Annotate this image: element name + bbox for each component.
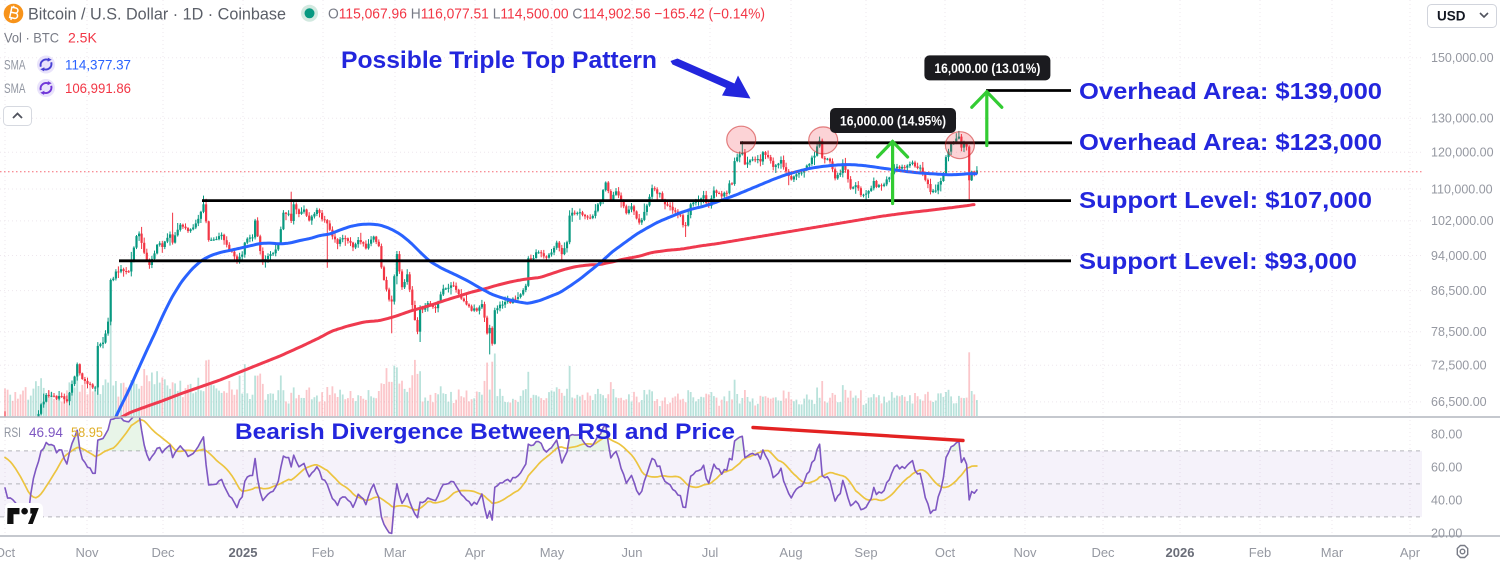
svg-text:Apr: Apr [465, 545, 486, 560]
svg-text:Feb: Feb [1249, 545, 1271, 560]
svg-text:86,500.00: 86,500.00 [1431, 284, 1487, 298]
svg-text:2025: 2025 [229, 545, 258, 560]
svg-text:60.00: 60.00 [1431, 461, 1462, 475]
svg-text:Bitcoin / U.S. Dollar · 1D · C: Bitcoin / U.S. Dollar · 1D · Coinbase [28, 5, 286, 24]
svg-text:20.00: 20.00 [1431, 526, 1462, 540]
svg-text:Nov: Nov [1013, 545, 1037, 560]
svg-text:150,000.00: 150,000.00 [1431, 51, 1494, 65]
svg-text:Jun: Jun [622, 545, 643, 560]
svg-text:Overhead Area: $123,000: Overhead Area: $123,000 [1079, 129, 1382, 155]
svg-text:Mar: Mar [1321, 545, 1344, 560]
svg-text:RSI: RSI [4, 425, 21, 440]
svg-text:Feb: Feb [312, 545, 334, 560]
svg-text:66,500.00: 66,500.00 [1431, 395, 1487, 409]
svg-text:O115,067.96 H116,077.51 L114,5: O115,067.96 H116,077.51 L114,500.00 C114… [328, 7, 765, 23]
svg-text:Mar: Mar [384, 545, 407, 560]
svg-text:SMA: SMA [4, 81, 26, 96]
svg-text:Overhead Area: $139,000: Overhead Area: $139,000 [1079, 78, 1382, 104]
svg-text:78,500.00: 78,500.00 [1431, 325, 1487, 339]
svg-text:Possible Triple Top Pattern: Possible Triple Top Pattern [341, 47, 657, 74]
svg-text:Nov: Nov [75, 545, 99, 560]
svg-text:Aug: Aug [779, 545, 802, 560]
svg-text:Oct: Oct [0, 545, 15, 560]
svg-text:110,000.00: 110,000.00 [1431, 182, 1493, 196]
svg-text:Jul: Jul [702, 545, 719, 560]
svg-text:May: May [540, 545, 565, 560]
svg-text:130,000.00: 130,000.00 [1431, 112, 1494, 126]
svg-text:Sep: Sep [854, 545, 877, 560]
svg-text:16,000.00 (13.01%): 16,000.00 (13.01%) [934, 61, 1040, 76]
svg-text:72,500.00: 72,500.00 [1431, 359, 1487, 373]
svg-text:2.5K: 2.5K [68, 30, 97, 46]
svg-text:Apr: Apr [1400, 545, 1421, 560]
svg-text:16,000.00 (14.95%): 16,000.00 (14.95%) [840, 114, 946, 129]
svg-text:58.95: 58.95 [71, 425, 103, 440]
svg-text:94,000.00: 94,000.00 [1431, 249, 1487, 263]
svg-text:120,000.00: 120,000.00 [1431, 146, 1494, 160]
svg-text:Support Level: $93,000: Support Level: $93,000 [1079, 248, 1357, 274]
svg-text:Dec: Dec [1091, 545, 1115, 560]
svg-text:102,000.00: 102,000.00 [1431, 214, 1494, 228]
svg-text:114,377.37: 114,377.37 [65, 57, 131, 73]
svg-text:Vol · BTC: Vol · BTC [4, 30, 59, 46]
svg-text:SMA: SMA [4, 58, 26, 73]
svg-text:Bearish Divergence Between RSI: Bearish Divergence Between RSI and Price [235, 419, 735, 444]
svg-text:80.00: 80.00 [1431, 428, 1462, 442]
svg-text:106,991.86: 106,991.86 [65, 80, 131, 96]
svg-text:Oct: Oct [935, 545, 956, 560]
svg-text:Support Level: $107,000: Support Level: $107,000 [1079, 187, 1372, 213]
svg-text:USD: USD [1437, 9, 1466, 24]
svg-text:40.00: 40.00 [1431, 494, 1462, 508]
svg-text:2026: 2026 [1166, 545, 1195, 560]
svg-text:Dec: Dec [151, 545, 175, 560]
svg-text:46.94: 46.94 [29, 425, 63, 440]
